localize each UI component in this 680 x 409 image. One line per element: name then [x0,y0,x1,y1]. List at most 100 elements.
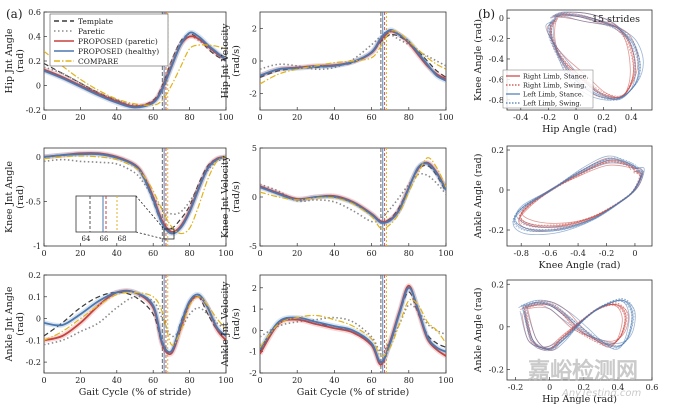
series-paretic-line [260,33,446,71]
strides-label: 15 strides [592,14,640,25]
hip_angle-xtick-label: 100 [218,113,233,122]
legend-item-label: Right Limb, Stance. [523,73,589,81]
series-proposed-paretic-line [260,284,446,366]
knee_velocity-xtick-label: 0 [257,249,262,258]
knee_vs_hip-ytick-label: -0.8 [489,96,504,105]
knee_vs_hip-xtick-label: -0.4 [513,113,528,122]
ankle_velocity-xtick-label: 80 [404,376,414,385]
ankle_velocity-ytick-label: 0 [252,326,257,335]
series-right-limb-stride [520,161,643,228]
series-left-limb-stride [514,159,644,232]
series-left-limb-stride [545,11,637,101]
hip_velocity-xtick-label: 20 [292,113,302,122]
series-right-limb-stride [524,302,628,352]
series-band [260,27,446,83]
knee_velocity-xtick-label: 80 [404,249,414,258]
series-proposed-healthy-line [260,286,446,364]
hip_angle-ylabel: Hip Jnt Angle(rad) [4,28,26,93]
ankle_velocity-xtick-label: 0 [257,376,262,385]
series-paretic-line [44,35,226,107]
watermark-main: 嘉峪检测网 [528,358,638,384]
panel-a-label: (a) [6,7,23,21]
knee_angle-ytick-label: -0.5 [26,197,41,206]
hip_angle-ytick-label: 0.4 [28,33,41,42]
knee_vs_hip-xtick-label: 0 [574,113,579,122]
ankle_velocity-xtick-label: 60 [367,376,377,385]
ankle_vs_knee-ytick-label: 0 [499,186,504,195]
knee_vs_hip-ylabel: Knee Angle (rad) [473,19,484,101]
ankle_vs_hip-xtick-label: 0.4 [612,383,625,392]
knee_angle-ylabel: Knee Jnt Angle(rad) [4,161,26,233]
inset-tick-label: 66 [100,235,109,243]
legend-item-label: Paretic [78,27,105,36]
knee_vs_hip-xtick-label: -0.2 [541,113,556,122]
ankle_angle-ytick-label: 0.1 [28,293,41,302]
ankle_angle-xtick-label: 100 [218,376,233,385]
series-compare-line [260,298,446,357]
watermark: 嘉峪检测网 AnyTesting.com [528,358,642,399]
hip_velocity-xtick-label: 80 [404,113,414,122]
ankle_angle-xtick-label: 80 [185,376,195,385]
watermark-sub: AnyTesting.com [561,388,642,399]
knee_angle-xtick-label: 60 [148,249,158,258]
series-left-limb-stride [513,159,642,230]
ankle_vs_knee-xtick-label: 0 [632,249,637,258]
series-compare-line [44,291,226,346]
ankle_angle-xtick-label: 40 [112,376,122,385]
knee_vs_hip-xlabel: Hip Angle (rad) [542,124,617,135]
series-proposed-healthy-line [44,153,226,235]
hip_velocity-chart: 0 20 40 60 80 100 -2 0 2 Hip Jnt Velocity(rad/s) [220,11,454,122]
hip_velocity-ytick-label: 0 [252,57,257,66]
ankle_velocity-ytick-label: 1 [252,305,257,314]
series-left-limb-stride [512,155,645,236]
series-left-limb-stride [522,300,633,349]
ankle_vs_hip-ytick-label: 0 [499,323,504,332]
ankle_vs_hip-chart: -0.2 0 0.2 0.4 0.6 -0.2 0 0.2 Hip Angle (rad) Ank… [473,279,659,405]
knee_velocity-xtick-label: 100 [438,249,453,258]
hip_angle-xtick-label: 40 [112,113,122,122]
knee_angle-xtick-label: 40 [112,249,122,258]
knee_velocity-ytick-label: -5 [249,242,257,251]
series-band [44,288,226,355]
ankle_vs_hip-xtick-label: 0.6 [646,383,659,392]
zoom-connector [135,231,165,240]
ankle_velocity-ytick-label: 2 [252,284,257,293]
knee_vs_hip-frame [506,9,653,111]
ankle_velocity-ytick-label: -1 [249,348,257,357]
ankle_vs_knee-ytick-label: -0.2 [489,226,504,235]
series-right-limb-stride [519,160,642,228]
knee_velocity-ylabel: Knee Jnt Velocity(rad/s) [220,155,242,238]
knee_vs_hip-ytick-label: -0.6 [489,75,504,84]
ankle_velocity-frame [259,274,447,374]
knee_velocity-xtick-label: 40 [329,249,339,258]
zoom-target-box [163,228,175,240]
knee_velocity-ytick-label: 0 [252,193,257,202]
hip_velocity-xtick-label: 100 [438,113,453,122]
series-paretic-line [44,295,226,346]
ankle_angle-ytick-label: 0 [36,315,41,324]
ankle_vs_knee-ytick-label: 0.2 [491,146,504,155]
knee_angle-chart: 0 20 40 60 80 100 -1 -0.5 0 Knee Jnt Angle(rad) [4,147,234,258]
knee_vs_hip-ytick-label: 0 [499,14,504,23]
series-compare-line [260,30,446,85]
knee-angle-zoom-inset: 64 66 68 [75,195,175,243]
series-compare-line [44,155,226,235]
panel-b-label: (b) [478,7,495,21]
ankle_velocity-xtick-label: 40 [329,376,339,385]
hip_velocity-ytick-label: -2 [249,90,257,99]
hip_angle-xtick-label: 80 [185,113,195,122]
ankle_angle-frame [43,274,227,374]
knee_vs_hip-chart: -0.4 -0.2 0 0.2 0.4 -0.8 -0.6 -0.4 -0.2 0 Hip Angl… [473,9,653,135]
ankle_velocity-ylabel: Ankle Jnt Velocity(rad/s) [220,281,242,368]
legend-item-label: Template [78,17,114,26]
ankle_angle-ytick-label: -0.2 [26,358,41,367]
series-left-limb-stride [523,298,635,352]
ankle_vs_knee-xlabel: Knee Angle (rad) [539,260,621,271]
ankle_vs_hip-xtick-label: 0 [547,383,552,392]
ankle_vs_knee-xtick-label: -0.2 [599,249,614,258]
legend-item-label: PROPOSED (healthy) [78,47,159,56]
